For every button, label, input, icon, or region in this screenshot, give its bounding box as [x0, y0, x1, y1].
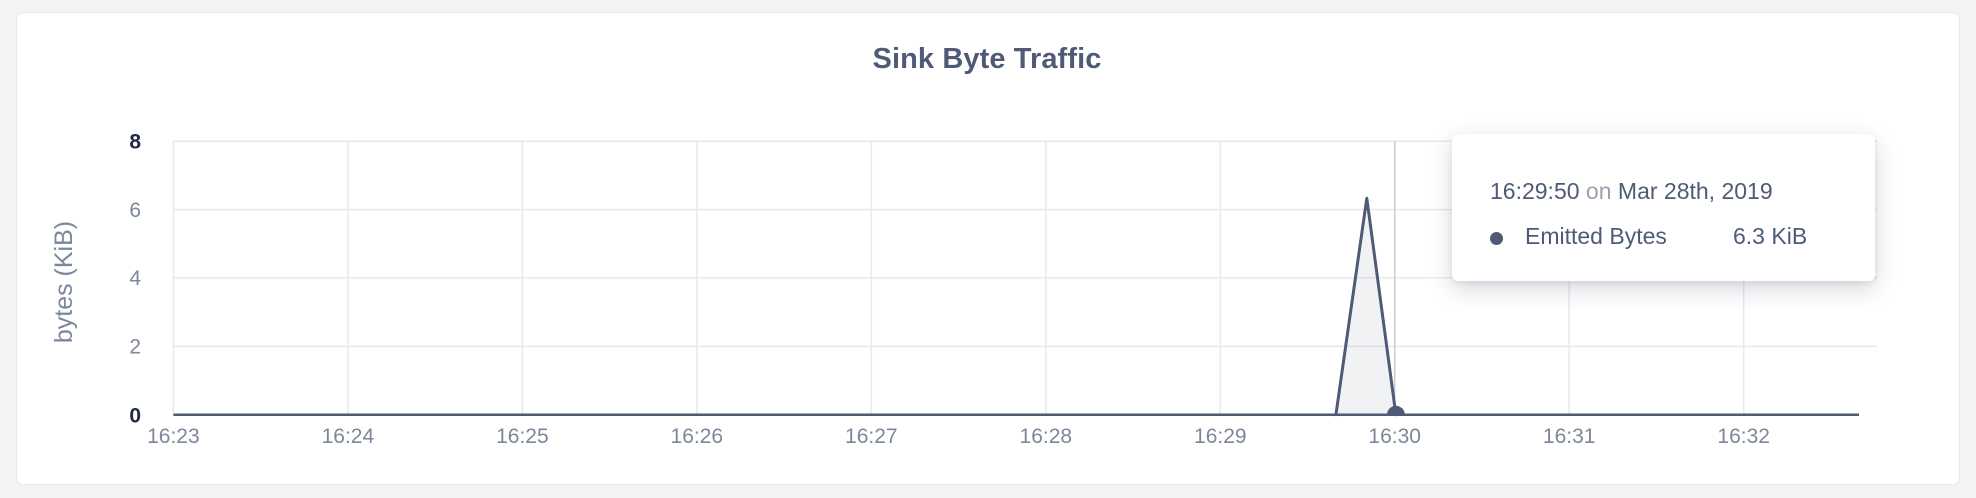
svg-text:16:30: 16:30	[1368, 425, 1421, 448]
svg-text:16:29: 16:29	[1194, 425, 1247, 448]
svg-text:6: 6	[129, 199, 141, 222]
svg-text:16:24: 16:24	[322, 425, 375, 448]
svg-text:16:25: 16:25	[496, 425, 549, 448]
svg-text:16:31: 16:31	[1543, 425, 1596, 448]
svg-text:16:32: 16:32	[1717, 425, 1770, 448]
svg-text:8: 8	[129, 131, 141, 154]
svg-text:2: 2	[129, 336, 141, 359]
svg-text:4: 4	[129, 267, 141, 290]
svg-text:16:28: 16:28	[1020, 425, 1073, 448]
svg-text:16:27: 16:27	[845, 425, 898, 448]
svg-text:0: 0	[129, 405, 141, 428]
svg-text:16:23: 16:23	[147, 425, 200, 448]
svg-text:16:26: 16:26	[671, 425, 724, 448]
